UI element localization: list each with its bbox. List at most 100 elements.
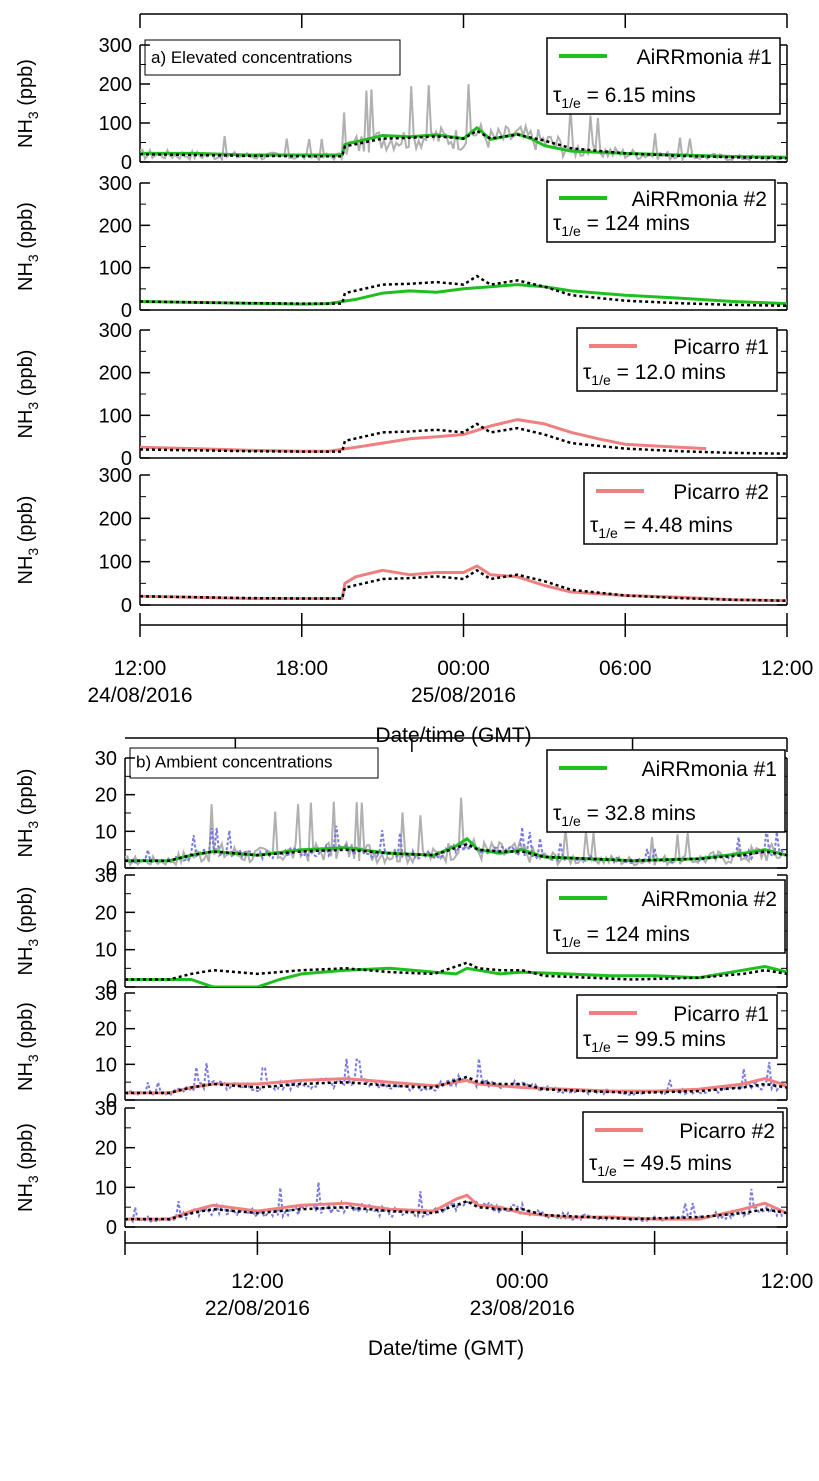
legend-label: AiRRmonia #2 [642,888,777,911]
x-tick-date-label: 24/08/2016 [87,684,192,707]
y-axis-label: NH3 (ppb) [15,1002,41,1091]
panel-a-1: 0 100 200 300 NH3 (ppb) AiRRmonia #1 τ1/e = 6.… [15,35,788,174]
y-tick-label: 0 [121,448,132,470]
y-tick-label: 30 [95,1098,117,1120]
raw-trace-blue [125,1182,785,1224]
y-tick-label: 200 [99,215,132,237]
legend-box [582,1111,784,1183]
legend-box [546,179,776,243]
x-tick-label: 06:00 [599,657,652,680]
x-tick-date-label: 22/08/2016 [205,1297,310,1320]
y-tick-label: 10 [95,1177,117,1199]
reference-line [140,568,787,602]
legend-box [576,994,778,1059]
legend-label: Picarro #2 [673,481,769,504]
panel-a-4: 0 100 200 300 NH3 (ppb) Picarro #2 τ1/e = 4.48… [15,465,788,617]
y-axis-label: NH3 (ppb) [15,350,41,439]
plot-area [140,418,787,455]
series-line-airrmonia [140,283,787,306]
x-tick-label: 18:00 [275,657,328,680]
raw-trace-grey [125,797,785,868]
y-tick-label: 100 [99,258,132,280]
plot-area [140,564,787,603]
plot-area [125,1182,787,1224]
y-tick-label: 300 [99,465,132,487]
y-tick-label: 200 [99,74,132,96]
section-b: b) Ambient concentrations 0 10 20 30 NH3 (ppb… [15,737,814,1360]
reference-line [140,129,787,160]
y-tick-label: 300 [99,320,132,342]
y-tick-label: 100 [99,405,132,427]
legend-box [583,472,778,545]
y-tick-label: 10 [95,940,117,962]
x-tick-label: 12:00 [231,1270,284,1293]
plot-area [140,84,787,162]
x-axis-label: Date/time (GMT) [375,724,531,747]
y-tick-label: 0 [121,300,132,322]
plot-area [125,961,787,987]
x-tick-date-label: 25/08/2016 [411,684,516,707]
series-line-picarro [125,1193,787,1221]
panel-b-2: 0 10 20 30 NH3 (ppb) AiRRmonia #2 τ1/e = 124 m… [15,865,788,999]
tau-label: τ1/e = 32.8 mins [553,802,696,829]
y-axis-label: NH3 (ppb) [15,496,41,585]
reference-line [125,961,787,981]
y-tick-label: 100 [99,552,132,574]
panel-a-2: 0 100 200 300 NH3 (ppb) AiRRmonia #2τ1/e = 12… [15,173,788,322]
y-tick-label: 0 [121,595,132,617]
series-line-picarro [140,418,707,453]
y-tick-label: 0 [106,1090,117,1112]
legend-label: AiRRmonia #2 [632,188,767,211]
y-tick-label: 20 [95,1019,117,1041]
y-tick-label: 30 [95,748,117,770]
section-a: a) Elevated concentrations 0 100 200 300 NH3 … [15,13,813,747]
panel-b-1: 0 10 20 30 NH3 (ppb) AiRRmonia #1 τ1/e = 32.8 … [15,748,788,880]
y-axis-label: NH3 (ppb) [15,59,41,148]
y-tick-label: 10 [95,821,117,843]
y-tick-label: 30 [95,865,117,887]
plot-area [125,797,787,868]
y-axis-label: NH3 (ppb) [15,887,41,976]
x-tick-label: 12:00 [761,1270,814,1293]
y-tick-label: 20 [95,1138,117,1160]
section-title-box [144,39,401,76]
legend-label: Picarro #1 [673,336,769,359]
legend-label: Picarro #1 [673,1003,769,1026]
y-axis-label: NH3 (ppb) [15,769,41,858]
reference-line [140,422,787,455]
reference-line [140,274,787,308]
panel-a-3: 0 100 200 300 NH3 (ppb) Picarro #1τ1/e = 12.0… [15,320,788,470]
panel-b-3: 0 10 20 30 NH3 (ppb) Picarro #1τ1/e = 99.5 mi… [15,983,788,1112]
plot-area [140,274,787,308]
y-tick-label: 0 [106,858,117,880]
legend-box [546,37,781,115]
y-tick-label: 0 [106,1217,117,1239]
y-tick-label: 0 [121,152,132,174]
legend-label: AiRRmonia #1 [642,758,777,781]
y-tick-label: 20 [95,902,117,924]
panel-b-4: 0 10 20 30 NH3 (ppb) Picarro #2 τ1/e = 49.5 mi… [15,1098,788,1239]
y-tick-label: 20 [95,785,117,807]
series-line-airrmonia [125,965,787,987]
legend-box [546,749,786,833]
x-tick-label: 12:00 [114,657,167,680]
legend-box [546,879,786,954]
legend-box [576,327,778,392]
series-line-picarro [140,564,787,603]
tau-label: τ1/e = 4.48 mins [590,514,733,541]
y-tick-label: 300 [99,35,132,57]
y-tick-label: 30 [95,983,117,1005]
section-title: b) Ambient concentrations [136,753,333,772]
section-title: a) Elevated concentrations [151,48,352,67]
legend-label: AiRRmonia #1 [637,46,772,69]
y-tick-label: 10 [95,1054,117,1076]
x-axis-label: Date/time (GMT) [368,1337,524,1360]
y-tick-label: 200 [99,363,132,385]
y-axis-label: NH3 (ppb) [15,1123,41,1212]
x-tick-label: 00:00 [437,657,490,680]
tau-label: τ1/e = 99.5 mins [583,1028,726,1055]
x-tick-date-label: 23/08/2016 [470,1297,575,1320]
section-title-box [129,747,379,779]
reference-line [125,842,787,862]
y-tick-label: 100 [99,113,132,135]
